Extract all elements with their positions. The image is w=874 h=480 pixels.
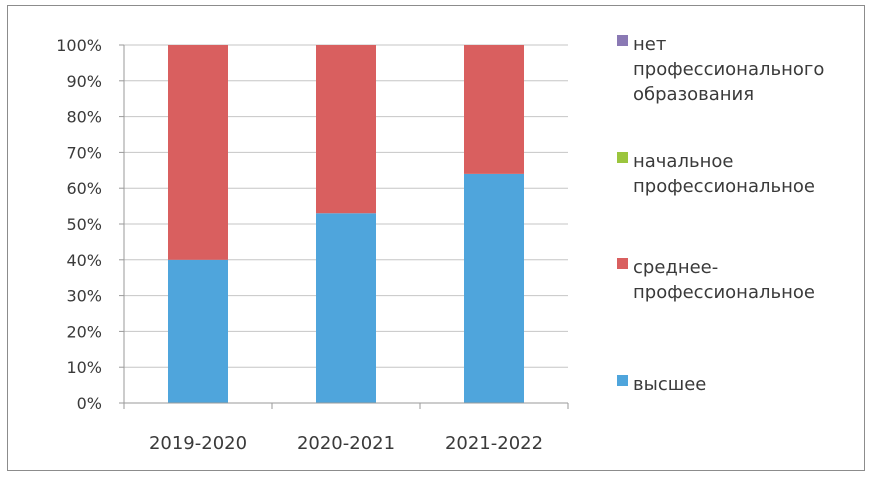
legend-label: профессиональное [633,176,815,197]
x-tick-label: 2020-2021 [297,433,395,454]
y-tick-label: 30% [66,287,102,306]
legend-label: начальное [633,151,733,172]
y-tick-label: 80% [66,108,102,127]
x-tick-label: 2021-2022 [445,433,543,454]
legend-label: образования [633,84,754,105]
y-tick-label: 10% [66,358,102,377]
legend-swatch [617,35,628,46]
x-axis: 2019-2020 2020-2021 2021-2022 [123,402,569,454]
legend-label: профессионального [633,59,824,80]
y-tick-label: 70% [66,143,102,162]
y-tick-label: 90% [66,72,102,91]
y-tick-label: 100% [56,36,102,55]
legend-label: профессиональное [633,282,815,303]
y-axis: 0% 10% 20% 30% 40% 50% 60% 70% 80% 90% 100% [56,36,125,413]
y-tick-label: 20% [66,322,102,341]
legend: нет профессионального образования начальное… [617,34,824,395]
x-tick-label: 2019-2020 [149,433,247,454]
bar-segment [316,213,376,403]
legend-swatch [617,258,628,269]
bar-segment [464,173,524,403]
y-tick-label: 0% [77,394,102,413]
y-tick-label: 60% [66,179,102,198]
legend-label: высшее [633,374,706,395]
legend-label: нет [633,34,666,55]
bar-segment [168,45,228,260]
y-tick-label: 50% [66,215,102,234]
legend-swatch [617,375,628,386]
legend-label: среднее- [633,257,718,278]
legend-swatch [617,152,628,163]
y-tick-label: 40% [66,251,102,270]
bar-segment [464,45,524,174]
bar-segment [316,45,376,214]
chart-frame [7,5,865,471]
bar-segment [168,259,228,403]
bars [168,45,524,403]
